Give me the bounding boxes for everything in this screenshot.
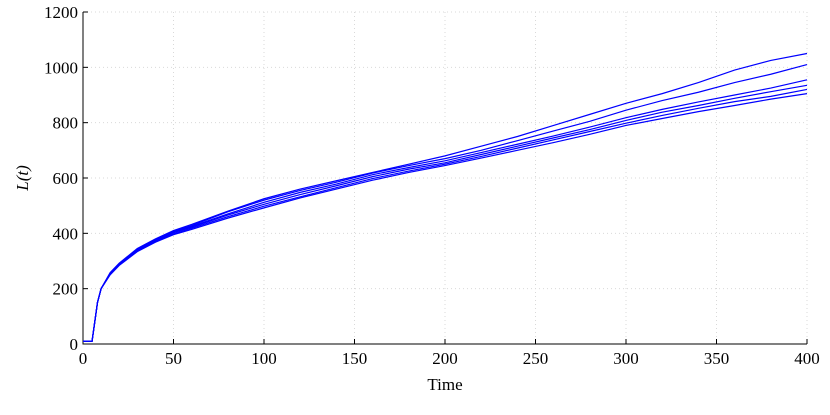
y-tick-label: 1200	[44, 3, 78, 22]
y-tick-label: 200	[53, 280, 79, 299]
y-tick-label: 400	[53, 224, 79, 243]
x-tick-label: 0	[79, 349, 88, 368]
x-tick-label: 350	[704, 349, 730, 368]
series-line	[83, 79, 808, 342]
x-tick-label: 150	[342, 349, 368, 368]
y-tick-label: 600	[53, 169, 79, 188]
y-tick-label: 0	[70, 335, 79, 354]
y-axis-label: L(t)	[13, 165, 32, 192]
x-tick-label: 250	[523, 349, 549, 368]
series-line	[83, 88, 808, 342]
series-line	[83, 93, 808, 342]
series-line	[83, 84, 808, 342]
x-tick-label: 400	[794, 349, 820, 368]
x-axis-label: Time	[427, 375, 462, 394]
x-tick-label: 300	[613, 349, 639, 368]
y-tick-label: 1000	[44, 58, 78, 77]
x-tick-label: 50	[165, 349, 182, 368]
x-tick-label: 200	[432, 349, 458, 368]
axis	[82, 12, 807, 345]
x-tick-label: 100	[251, 349, 277, 368]
y-tick-label: 800	[53, 114, 79, 133]
